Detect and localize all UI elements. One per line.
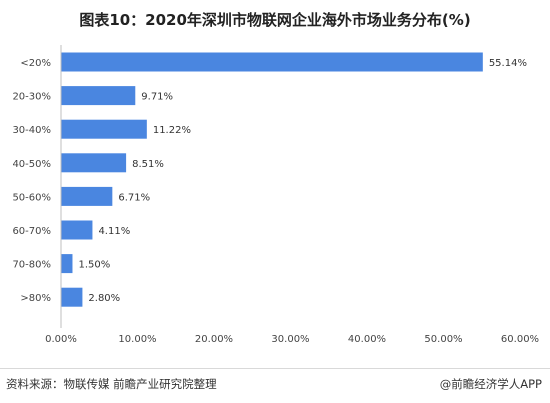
category-label: 60-70% — [12, 226, 51, 237]
category-label: <20% — [20, 58, 51, 69]
bars-layer — [61, 52, 483, 307]
bar — [61, 52, 483, 72]
bar — [61, 287, 83, 307]
bar — [61, 186, 113, 206]
value-label: 55.14% — [489, 58, 527, 69]
x-tick-label: 50.00% — [424, 334, 462, 345]
category-label: 20-30% — [12, 92, 51, 103]
chart-title: 图表10：2020年深圳市物联网企业海外市场业务分布(%) — [79, 11, 471, 29]
category-labels: <20% 20-30% 30-40% 40-50% 50-60% 60-70% 70-80%… — [12, 58, 51, 304]
category-label: >80% — [20, 293, 51, 304]
x-tick-label: 0.00% — [45, 334, 77, 345]
value-label: 1.50% — [78, 260, 110, 271]
x-tick-label: 60.00% — [501, 334, 539, 345]
category-label: 50-60% — [12, 192, 51, 203]
value-label: 9.71% — [141, 92, 173, 103]
bar — [61, 119, 147, 139]
bar — [61, 220, 93, 240]
footer: 资料来源：物联传媒 前瞻产业研究院整理 @前瞻经济学人APP — [0, 368, 550, 403]
category-label: 40-50% — [12, 159, 51, 170]
brand-credit: @前瞻经济学人APP — [439, 377, 542, 391]
value-label: 11.22% — [153, 125, 191, 136]
category-label: 30-40% — [12, 125, 51, 136]
value-label: 4.11% — [98, 226, 130, 237]
value-labels: 55.14% 9.71% 11.22% 8.51% 6.71% 4.11% 1.50% 2.8… — [78, 58, 526, 304]
category-label: 70-80% — [12, 260, 51, 271]
x-tick-label: 10.00% — [118, 334, 156, 345]
value-label: 8.51% — [132, 159, 164, 170]
value-label: 6.71% — [118, 192, 150, 203]
bar — [61, 86, 136, 106]
x-axis: 0.00% 10.00% 20.00% 30.00% 40.00% 50.00% 60.00… — [45, 45, 539, 345]
bar — [61, 153, 127, 173]
x-tick-label: 20.00% — [195, 334, 233, 345]
bar — [61, 254, 73, 274]
x-tick-label: 30.00% — [271, 334, 309, 345]
source-note: 资料来源：物联传媒 前瞻产业研究院整理 — [6, 377, 217, 391]
value-label: 2.80% — [88, 293, 120, 304]
x-tick-label: 40.00% — [348, 334, 386, 345]
